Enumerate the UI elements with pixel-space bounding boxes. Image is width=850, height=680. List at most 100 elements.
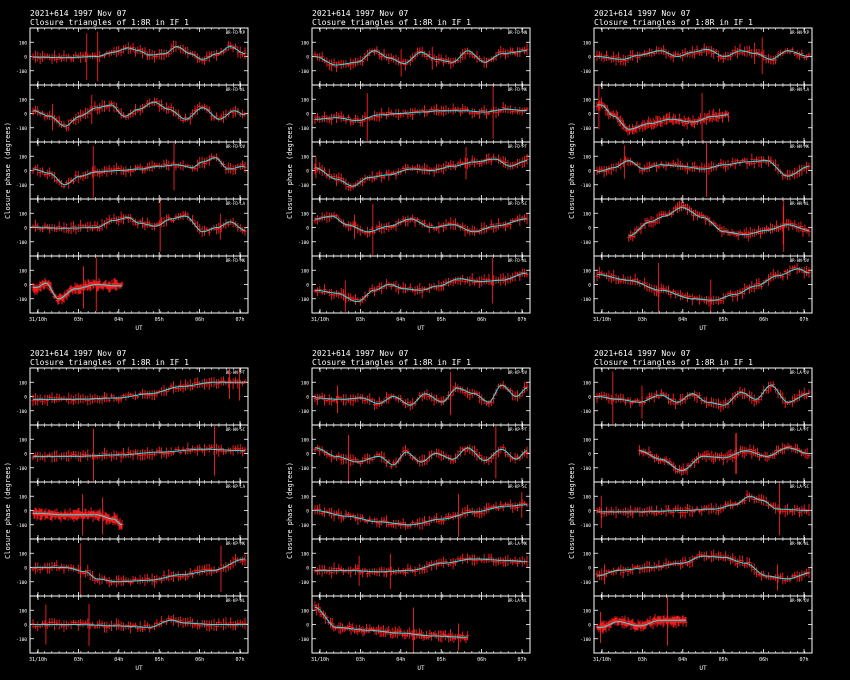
y-tick-label: -100 — [580, 126, 591, 132]
y-tick-label: 0 — [588, 169, 591, 175]
x-tick-label: 06h — [759, 317, 768, 323]
y-tick-label: -100 — [580, 183, 591, 189]
y-tick-label: -100 — [298, 69, 309, 75]
y-tick-label: 0 — [306, 169, 309, 175]
model-curve — [33, 46, 246, 60]
plot-subtitle: Closure triangles of 1:8R in IF 1 — [312, 18, 471, 27]
y-tick-label: -100 — [16, 183, 27, 189]
triangle-panel: 100 0 -100 BR-HN-LA — [580, 84, 813, 143]
x-axis-label: UT — [135, 325, 143, 332]
triangle-panel: 100 0 -100 BR-FD-NL — [298, 255, 531, 314]
model-curve — [597, 48, 810, 60]
triangle-label: BR-HN-MK — [790, 144, 810, 149]
triangle-panel: 100 0 -100 BR-HN-MK — [580, 141, 813, 200]
model-curve — [33, 282, 122, 300]
plot-subtitle: Closure triangles of 1:8R in IF 1 — [594, 18, 753, 27]
y-tick-label: 0 — [24, 283, 27, 289]
model-curve — [597, 104, 729, 130]
triangle-panel: 100 0 -100 BR-FD-MK — [16, 255, 249, 314]
model-curve — [314, 50, 527, 66]
triangle-label: BR-FD-LA — [226, 201, 246, 206]
y-tick-label: 0 — [24, 509, 27, 515]
y-tick-label: 100 — [583, 97, 591, 103]
x-tick-label: 04h — [114, 317, 123, 323]
triangle-panel: 100 0 -100 BR-KP-MK — [16, 538, 249, 597]
y-tick-label: 0 — [306, 226, 309, 232]
panel-frame — [593, 27, 813, 86]
y-tick-label: -100 — [298, 297, 309, 303]
plot-title: 2021+614 1997 Nov 07 — [312, 9, 409, 18]
y-tick-label: 0 — [24, 112, 27, 118]
y-tick-label: 0 — [588, 283, 591, 289]
y-axis-label: Closure phase (degrees) — [286, 122, 294, 219]
x-tick-label: 05h — [719, 317, 728, 323]
triangle-label: BR-FD-MK — [508, 87, 528, 92]
triangle-panel: 100 0 -100 BR-FD-SC — [298, 198, 531, 257]
plot-title: 2021+614 1997 Nov 07 — [30, 349, 127, 358]
triangle-panel: 100 0 -100 BR-HN-OV — [580, 255, 813, 314]
y-tick-label: -100 — [580, 69, 591, 75]
panel-frame — [29, 84, 249, 143]
y-tick-label: -100 — [16, 297, 27, 303]
triangle-label: BR-FD-MK — [226, 258, 246, 263]
panel-frame — [593, 84, 813, 143]
triangle-panel: 100 0 -100 BR-FD-NL — [16, 84, 249, 143]
y-tick-label: 0 — [24, 55, 27, 61]
y-tick-label: 100 — [19, 551, 27, 557]
y-tick-label: -100 — [580, 297, 591, 303]
x-tick-label: 05h — [437, 317, 446, 323]
y-tick-label: -100 — [16, 409, 27, 415]
x-tick-label: 06h — [195, 317, 204, 323]
y-tick-label: 0 — [24, 395, 27, 401]
x-tick-label: 05h — [155, 317, 164, 323]
model-curve — [314, 158, 528, 187]
triangle-label: BR-FD-NL — [226, 87, 246, 92]
y-tick-label: 0 — [306, 283, 309, 289]
x-tick-label: 07h — [235, 317, 244, 323]
x-tick-label: 04h — [396, 317, 405, 323]
model-curve — [33, 381, 245, 400]
panel-frame — [593, 255, 813, 314]
y-tick-label: 100 — [583, 154, 591, 160]
model-curve — [33, 448, 245, 457]
panel-frame — [29, 481, 249, 540]
y-axis-label: Closure phase (degrees) — [4, 462, 12, 559]
y-tick-label: -100 — [580, 240, 591, 246]
y-tick-label: 100 — [301, 154, 309, 160]
x-axis-label: UT — [417, 325, 425, 332]
y-tick-label: 0 — [588, 226, 591, 232]
y-tick-label: -100 — [298, 240, 309, 246]
triangle-panel: 100 0 -100 BR-FD-PT — [298, 141, 531, 200]
y-tick-label: 100 — [19, 268, 27, 274]
panel-frame — [29, 27, 249, 86]
y-tick-label: 100 — [19, 494, 27, 500]
model-curve — [315, 215, 528, 233]
panel-frame — [311, 255, 531, 314]
triangle-panel: 100 0 -100 BR-FD-LA — [16, 198, 249, 257]
plot-subtitle: Closure triangles of 1:8R in IF 1 — [30, 358, 189, 367]
y-tick-label: 0 — [306, 112, 309, 118]
y-tick-label: 0 — [588, 112, 591, 118]
y-tick-label: 100 — [19, 154, 27, 160]
triangle-label: BR-HN-NL — [790, 201, 810, 206]
triangle-label: BR-HN-OV — [790, 258, 810, 263]
triangle-label: BR-HN-LA — [790, 87, 810, 92]
model-curve — [33, 215, 246, 233]
x-tick-label: 03h — [638, 317, 647, 323]
x-tick-label: 07h — [517, 317, 526, 323]
model-curve — [32, 157, 246, 186]
y-tick-label: -100 — [16, 466, 27, 472]
x-tick-label: 31/10h — [593, 317, 611, 323]
panel-frame — [311, 141, 531, 200]
triangle-label: BR-FD-HN — [508, 30, 528, 35]
x-tick-label: 03h — [356, 317, 365, 323]
model-curve — [596, 268, 810, 301]
y-tick-label: 0 — [306, 55, 309, 61]
x-tick-label: 31/10h — [311, 317, 329, 323]
y-tick-label: 100 — [19, 380, 27, 386]
y-tick-label: 100 — [583, 211, 591, 217]
triangle-panel: 100 0 -100 BR-FD-KP — [16, 27, 249, 86]
x-tick-label: 31/10h — [29, 317, 47, 323]
